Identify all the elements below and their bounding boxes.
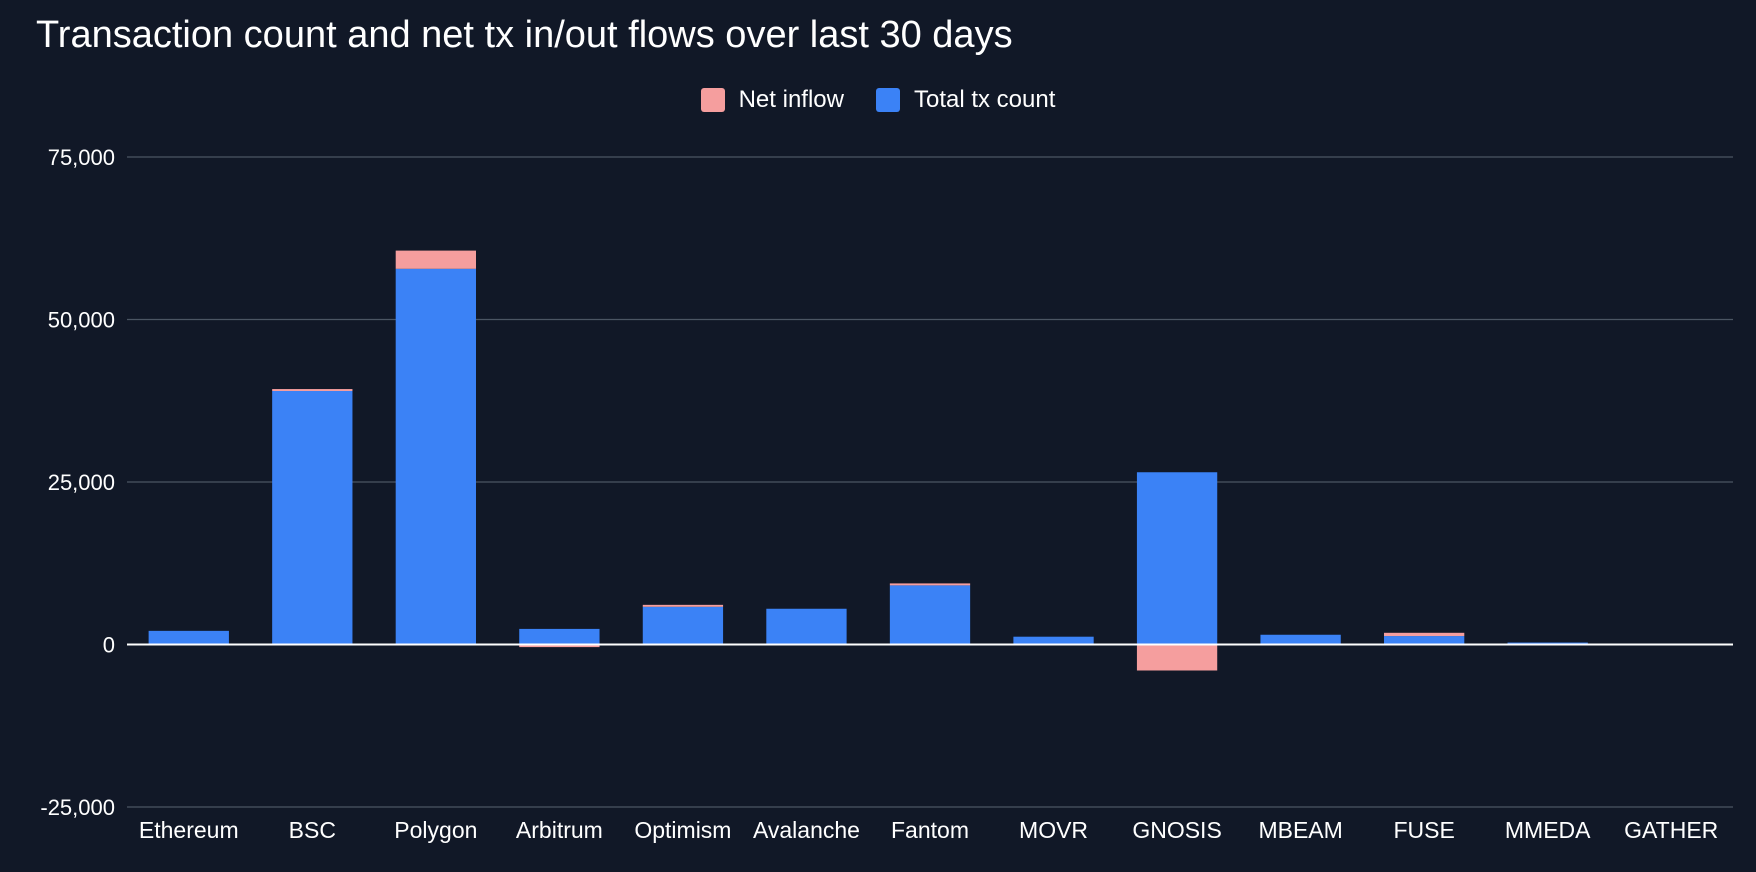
x-category-label: FUSE (1393, 817, 1454, 843)
legend-item-net-inflow[interactable]: Net inflow (700, 86, 844, 114)
y-tick-label: 0 (103, 633, 115, 658)
bar-total-tx-count[interactable] (1260, 634, 1341, 645)
bar-net-inflow[interactable] (519, 644, 600, 648)
bar-total-tx-count[interactable] (1013, 636, 1094, 645)
legend-swatch-net-inflow (700, 88, 725, 112)
x-category-label: Polygon (394, 817, 477, 843)
chart-legend: Net inflow Total tx count (0, 86, 1756, 114)
x-category-label: Arbitrum (516, 817, 603, 843)
chart-title: Transaction count and net tx in/out flow… (36, 14, 1013, 56)
x-category-label: GATHER (1624, 817, 1718, 843)
legend-label-total-tx-count: Total tx count (913, 86, 1056, 113)
x-axis-labels: Ethereum BSC Polygon Arbitrum Optimism Avalan… (139, 817, 1718, 843)
bar-total-tx-count[interactable] (148, 630, 229, 645)
y-tick-label: 25,000 (48, 470, 115, 495)
bar-total-tx-count[interactable] (519, 628, 600, 645)
x-category-label: Avalanche (753, 817, 860, 843)
bar-total-tx-count[interactable] (1384, 636, 1465, 645)
y-tick-label: -25,000 (40, 795, 115, 820)
bar-total-tx-count[interactable] (642, 606, 724, 645)
grid-lines (127, 156, 1733, 808)
x-category-label: MOVR (1019, 817, 1088, 843)
x-category-label: MBEAM (1258, 817, 1342, 843)
bar-total-tx-count[interactable] (272, 391, 353, 645)
legend-swatch-total-tx-count (875, 88, 900, 112)
bar-net-inflow[interactable] (1384, 632, 1465, 637)
x-category-label: Optimism (634, 817, 731, 843)
bar-net-inflow[interactable] (272, 389, 353, 391)
bar-total-tx-count[interactable] (1136, 472, 1218, 645)
bar-net-inflow[interactable] (395, 250, 476, 269)
x-category-label: Fantom (891, 817, 969, 843)
x-category-label: Ethereum (139, 817, 239, 843)
x-category-label: BSC (289, 817, 336, 843)
bar-total-tx-count[interactable] (889, 585, 971, 645)
y-tick-label: 50,000 (48, 308, 115, 333)
bar-net-inflow[interactable] (642, 604, 724, 607)
bars (148, 250, 1588, 671)
x-category-label: MMEDA (1505, 817, 1591, 843)
x-category-label: GNOSIS (1132, 817, 1221, 843)
legend-label-net-inflow: Net inflow (738, 86, 844, 113)
y-axis-ticks: -25,000 0 25,000 50,000 75,000 (40, 145, 115, 820)
bar-net-inflow[interactable] (1136, 644, 1218, 671)
bar-net-inflow[interactable] (889, 583, 971, 586)
legend-item-total-tx-count[interactable]: Total tx count (875, 86, 1056, 114)
y-tick-label: 75,000 (48, 145, 115, 170)
bar-total-tx-count[interactable] (766, 608, 847, 645)
bar-total-tx-count[interactable] (395, 268, 476, 645)
